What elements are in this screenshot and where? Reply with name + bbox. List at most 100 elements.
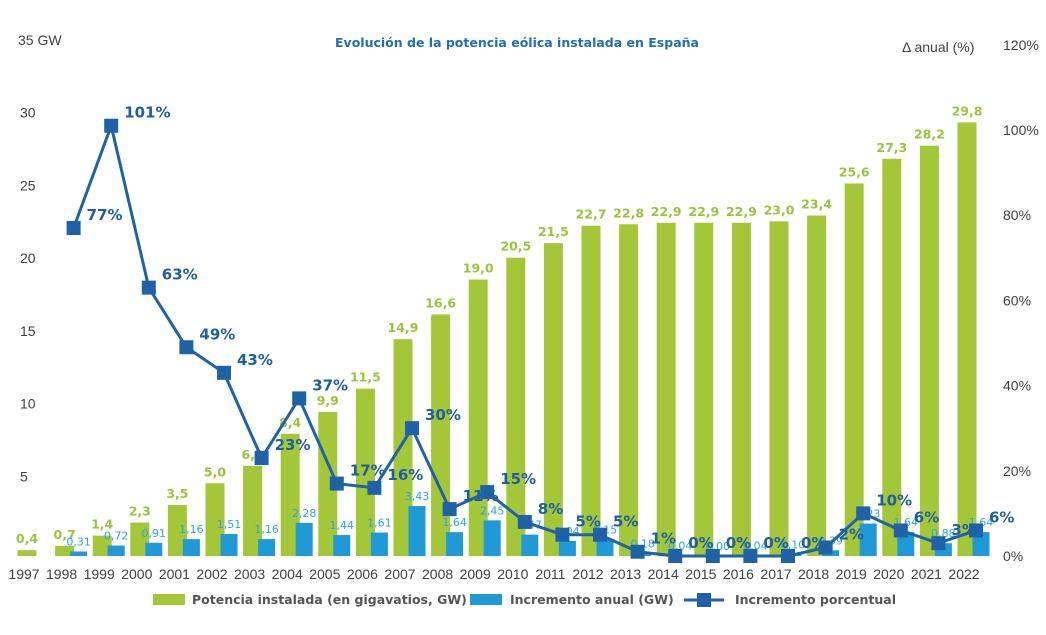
x-tick-label: 2019 bbox=[836, 566, 867, 582]
label-incremento-porcentual: 16% bbox=[387, 466, 423, 484]
label-incremento-porcentual: 101% bbox=[124, 104, 170, 122]
bar-potencia-instalada bbox=[581, 225, 601, 556]
x-tick-label: 2004 bbox=[272, 566, 303, 582]
marker-incremento-porcentual bbox=[104, 118, 119, 133]
left-tick-label: 35 GW bbox=[18, 32, 62, 48]
legend-label-potencia: Potencia instalada (en gigavatios, GW) bbox=[192, 592, 467, 607]
label-incremento-porcentual: 2% bbox=[839, 525, 864, 543]
x-tick-label: 1999 bbox=[84, 566, 115, 582]
marker-incremento-porcentual bbox=[405, 421, 419, 436]
bar-incremento-anual bbox=[220, 534, 238, 556]
bar-potencia-instalada bbox=[205, 483, 225, 556]
label-incremento-porcentual: 30% bbox=[425, 406, 461, 424]
x-tick-label: 2014 bbox=[648, 566, 679, 582]
label-potencia-instalada: 23,0 bbox=[764, 202, 795, 217]
label-potencia-instalada: 23,4 bbox=[801, 197, 832, 212]
label-incremento-anual: 0,72 bbox=[104, 530, 129, 543]
x-tick-label: 2011 bbox=[535, 566, 565, 582]
label-potencia-instalada: 28,2 bbox=[914, 127, 945, 142]
left-axis: 35 GW 30 25 20 15 10 5 bbox=[18, 32, 62, 485]
label-potencia-instalada: 0,7 bbox=[54, 527, 76, 542]
marker-incremento-porcentual bbox=[705, 549, 720, 563]
marker-incremento-porcentual bbox=[743, 549, 758, 563]
legend-label-porcentual: Incremento porcentual bbox=[735, 592, 896, 607]
label-incremento-porcentual: 15% bbox=[500, 470, 536, 488]
x-tick-label: 2003 bbox=[234, 566, 265, 582]
label-potencia-instalada: 16,6 bbox=[425, 295, 456, 310]
chart-title: Evolución de la potencia eólica instalad… bbox=[335, 35, 699, 50]
labels-incremento-porcentual: 77% 101% 63% 49%43% 23% 37% 17% 16% 30% 11%15%8% 5… bbox=[87, 104, 1015, 552]
label-potencia-instalada: 2,3 bbox=[129, 504, 151, 519]
bar-incremento-anual bbox=[521, 534, 539, 556]
label-potencia-instalada: 22,8 bbox=[613, 205, 644, 220]
marker-incremento-porcentual bbox=[517, 514, 532, 529]
label-incremento-anual: 3,43 bbox=[405, 490, 430, 503]
marker-incremento-porcentual bbox=[217, 365, 231, 380]
legend: Potencia instalada (en gigavatios, GW) In… bbox=[153, 592, 896, 607]
bar-potencia-instalada bbox=[506, 257, 526, 556]
right-tick-label: 80% bbox=[1003, 207, 1031, 223]
marker-incremento-porcentual bbox=[818, 540, 833, 555]
label-potencia-instalada: 29,8 bbox=[952, 103, 983, 118]
bar-potencia-instalada bbox=[957, 122, 977, 556]
bar-potencia-instalada bbox=[543, 243, 563, 557]
x-tick-label: 2022 bbox=[948, 566, 979, 582]
right-tick-label: 60% bbox=[1003, 292, 1031, 308]
marker-incremento-porcentual bbox=[179, 340, 194, 355]
x-tick-label: 2021 bbox=[911, 566, 942, 582]
marker-incremento-porcentual bbox=[593, 527, 607, 542]
bar-potencia-instalada bbox=[619, 224, 639, 556]
label-incremento-anual: 1,16 bbox=[254, 523, 279, 536]
x-tick-label: 2000 bbox=[121, 566, 152, 582]
bar-potencia-instalada bbox=[167, 505, 187, 556]
label-potencia-instalada: 3,5 bbox=[166, 486, 188, 501]
bar-incremento-anual bbox=[483, 520, 501, 556]
bar-incremento-anual bbox=[446, 532, 464, 556]
legend-marker-porcentual bbox=[697, 593, 711, 607]
bar-potencia-instalada bbox=[17, 550, 37, 556]
legend-swatch-incremento bbox=[470, 594, 502, 605]
bar-incremento-anual bbox=[258, 539, 276, 556]
series-potencia-instalada bbox=[17, 122, 977, 557]
bar-incremento-anual bbox=[182, 539, 200, 556]
labels-potencia-instalada: 0,4 0,71,42,33,55,06,28,49,911,514,916,61… bbox=[16, 103, 983, 546]
label-incremento-anual: 1,16 bbox=[179, 523, 204, 536]
label-incremento-porcentual: 23% bbox=[275, 436, 311, 454]
bar-potencia-instalada bbox=[694, 222, 714, 556]
label-potencia-instalada: 19,0 bbox=[463, 261, 494, 276]
label-incremento-porcentual: 49% bbox=[199, 325, 235, 343]
label-potencia-instalada: 20,5 bbox=[500, 239, 531, 254]
label-incremento-porcentual: 10% bbox=[876, 491, 912, 509]
marker-incremento-porcentual bbox=[781, 549, 795, 563]
bar-potencia-instalada bbox=[280, 433, 300, 556]
bar-incremento-anual bbox=[295, 522, 313, 556]
marker-incremento-porcentual bbox=[367, 480, 382, 495]
marker-incremento-porcentual bbox=[292, 391, 307, 406]
x-tick-label: 2002 bbox=[196, 566, 227, 582]
label-potencia-instalada: 14,9 bbox=[388, 320, 419, 335]
bar-potencia-instalada bbox=[431, 314, 451, 556]
x-tick-label: 2012 bbox=[572, 566, 603, 582]
x-tick-label: 1997 bbox=[8, 566, 39, 582]
label-incremento-anual: 1,44 bbox=[330, 519, 355, 532]
left-tick-label: 10 bbox=[20, 396, 36, 412]
label-incremento-porcentual: 0% bbox=[726, 534, 751, 552]
label-potencia-instalada: 22,7 bbox=[576, 207, 607, 222]
label-incremento-anual: 0,91 bbox=[142, 527, 167, 540]
label-incremento-anual: 1,64 bbox=[442, 516, 467, 529]
bar-incremento-anual bbox=[70, 551, 88, 556]
series-incremento-porcentual bbox=[66, 118, 983, 563]
marker-incremento-porcentual bbox=[969, 523, 983, 538]
bar-incremento-anual bbox=[333, 535, 351, 556]
right-tick-label: 0% bbox=[1003, 548, 1023, 564]
right-tick-label: 40% bbox=[1003, 378, 1031, 394]
label-incremento-porcentual: 0% bbox=[688, 534, 713, 552]
marker-incremento-porcentual bbox=[630, 544, 645, 559]
bar-incremento-anual bbox=[145, 542, 163, 556]
label-potencia-instalada: 22,9 bbox=[726, 204, 757, 219]
marker-incremento-porcentual bbox=[931, 536, 946, 551]
bar-potencia-instalada bbox=[807, 215, 827, 556]
right-tick-label: 100% bbox=[1003, 122, 1039, 138]
label-potencia-instalada: 27,3 bbox=[876, 140, 907, 155]
